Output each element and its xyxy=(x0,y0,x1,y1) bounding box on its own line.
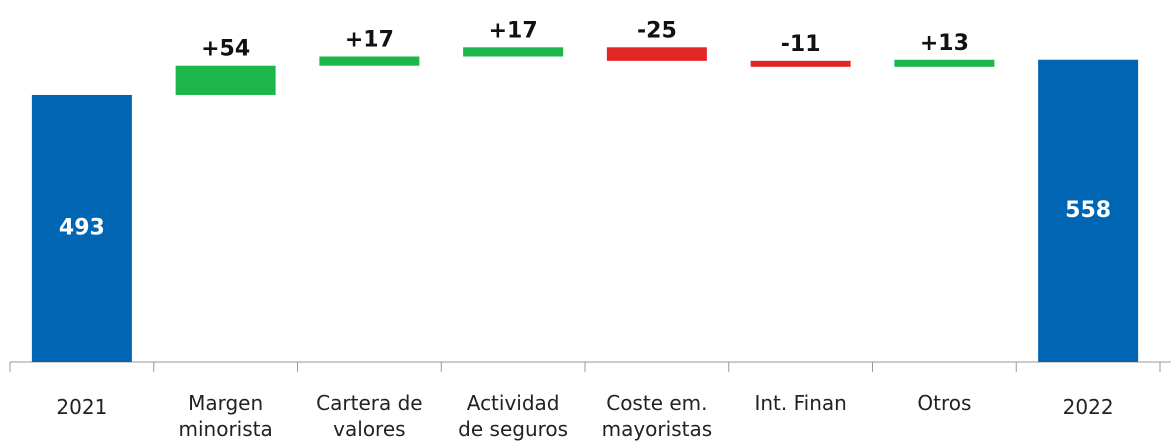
x-tick-label: Cartera de valores xyxy=(316,391,423,441)
value-label: +17 xyxy=(489,18,538,43)
bar xyxy=(463,47,564,57)
bar xyxy=(319,56,420,66)
bar xyxy=(894,59,995,67)
bar xyxy=(1038,59,1139,362)
x-tick-label: Coste em. mayoristas xyxy=(601,391,713,441)
value-label: 493 xyxy=(59,215,105,240)
x-tick-label: Int. Finan xyxy=(754,391,847,415)
bar xyxy=(750,60,851,67)
bar xyxy=(31,94,132,362)
x-tick-label: Actividad de seguros xyxy=(458,391,569,441)
x-tick-label: 2022 xyxy=(1062,395,1114,419)
bar xyxy=(175,65,276,95)
value-label: 558 xyxy=(1065,198,1111,223)
value-label: -11 xyxy=(781,32,821,57)
value-label: +13 xyxy=(920,31,969,56)
x-tick-label: Otros xyxy=(917,391,972,415)
x-tick-label: 2021 xyxy=(56,395,108,419)
bar xyxy=(606,47,707,61)
value-label: +54 xyxy=(201,37,250,62)
x-tick-label: Margen minorista xyxy=(178,391,273,441)
value-label: -25 xyxy=(637,18,677,43)
value-label: +17 xyxy=(345,28,394,53)
